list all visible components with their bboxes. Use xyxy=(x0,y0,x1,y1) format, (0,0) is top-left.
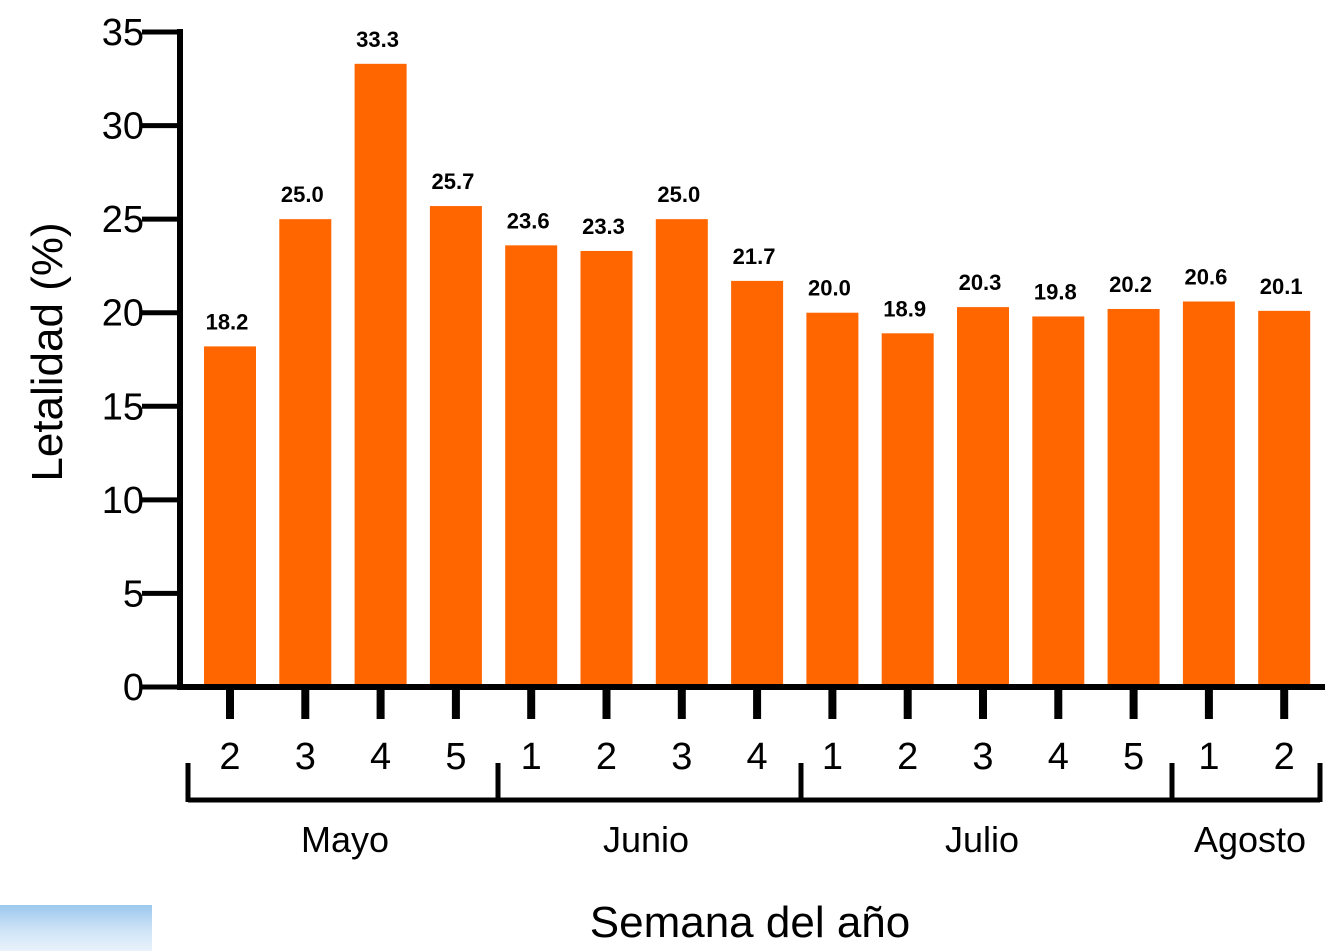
bar xyxy=(1182,301,1235,687)
bar xyxy=(429,206,482,688)
x-tick-label: 3 xyxy=(671,736,692,778)
bar xyxy=(1258,310,1311,687)
bar-data-label: 20.2 xyxy=(1109,272,1152,297)
group-label: Julio xyxy=(945,819,1019,860)
x-tick-label: 4 xyxy=(747,736,768,778)
x-tick-label: 2 xyxy=(1274,736,1295,778)
bar xyxy=(957,307,1009,687)
bar xyxy=(204,346,256,687)
x-tick-label: 2 xyxy=(897,736,918,778)
bar-data-label: 19.8 xyxy=(1034,279,1077,304)
y-tick-label: 25 xyxy=(102,199,144,241)
bar-data-label: 23.3 xyxy=(582,214,625,239)
bar xyxy=(731,280,784,687)
bar xyxy=(354,63,407,688)
y-axis-title: Letalidad (%) xyxy=(23,222,72,481)
y-tick-label: 20 xyxy=(102,293,144,335)
x-tick-label: 4 xyxy=(370,736,391,778)
x-tick-label: 1 xyxy=(822,736,843,778)
bar xyxy=(505,245,558,688)
bar xyxy=(881,333,934,687)
x-axis: 2 3 4 5 1 2 3 4 1 2 3 4 5 1 2 xyxy=(177,684,1325,778)
bar-data-label: 21.7 xyxy=(733,244,776,269)
y-axis: 0 5 10 15 20 25 30 35 xyxy=(102,12,183,709)
bar xyxy=(1032,316,1085,687)
x-tick-label: 1 xyxy=(521,736,542,778)
bar-data-label: 18.9 xyxy=(883,296,926,321)
bar-data-label: 20.1 xyxy=(1260,274,1303,299)
bars xyxy=(204,63,1311,688)
x-tick-label: 3 xyxy=(972,736,993,778)
bar xyxy=(655,219,708,687)
x-tick-label: 5 xyxy=(445,736,466,778)
bar-data-label: 25.0 xyxy=(281,182,324,207)
y-tick-label: 0 xyxy=(123,667,144,709)
bar-data-label: 25.7 xyxy=(431,169,474,194)
bar xyxy=(279,219,332,687)
bar-data-label: 18.2 xyxy=(206,309,249,334)
bar-labels: 18.2 25.0 33.3 25.7 23.6 23.3 25.0 21.7 20.0 18.9… xyxy=(206,27,1303,335)
x-axis-title: Semana del año xyxy=(590,898,910,947)
month-groups: Mayo Junio Julio Agosto xyxy=(185,763,1323,860)
y-tick-label: 35 xyxy=(102,12,144,54)
y-tick-label: 30 xyxy=(102,106,144,148)
x-tick-label: 2 xyxy=(596,736,617,778)
group-label: Junio xyxy=(603,819,689,860)
bar xyxy=(806,312,859,687)
bar-data-label: 23.6 xyxy=(507,208,550,233)
x-tick-label: 2 xyxy=(219,736,240,778)
bar-data-label: 20.0 xyxy=(808,276,851,301)
x-tick-label: 3 xyxy=(295,736,316,778)
bar-data-label: 25.0 xyxy=(657,182,700,207)
x-tick-label: 4 xyxy=(1048,736,1069,778)
decorative-sky-image xyxy=(0,905,152,951)
bar xyxy=(580,250,633,687)
x-tick-label: 1 xyxy=(1198,736,1219,778)
bar-data-label: 20.3 xyxy=(959,270,1002,295)
y-tick-label: 5 xyxy=(123,573,144,615)
y-tick-label: 10 xyxy=(102,480,144,522)
bar-data-label: 33.3 xyxy=(356,27,399,52)
group-label: Agosto xyxy=(1194,819,1306,860)
x-tick-label: 5 xyxy=(1123,736,1144,778)
bar-data-label: 20.6 xyxy=(1184,264,1227,289)
y-tick-label: 15 xyxy=(102,386,144,428)
bar xyxy=(1107,308,1160,687)
group-label: Mayo xyxy=(301,819,389,860)
